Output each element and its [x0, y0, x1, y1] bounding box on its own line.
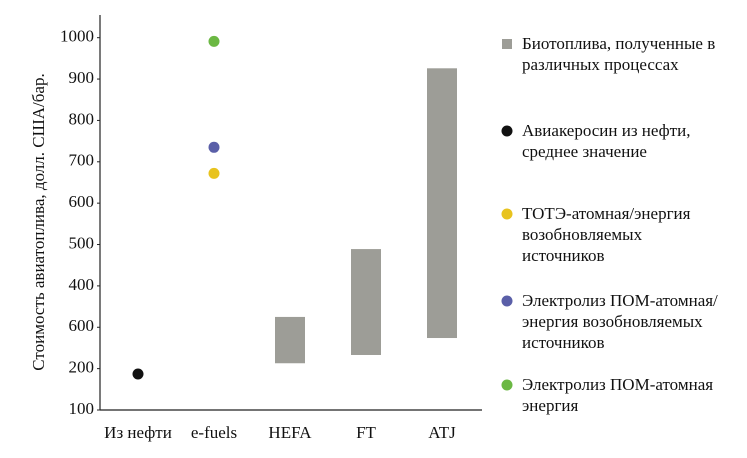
y-tick-label: 800 — [69, 109, 95, 128]
y-tick-label: 1000 — [60, 27, 94, 46]
x-tick-label: e-fuels — [191, 423, 237, 442]
range-bar — [427, 68, 457, 339]
y-tick-label: 600 — [69, 192, 95, 211]
legend-swatch — [501, 125, 513, 137]
point — [208, 167, 220, 179]
point — [208, 141, 220, 153]
legend-label: Авиакеросин из нефти, среднее значение — [522, 121, 691, 161]
x-tick-label: HEFA — [268, 423, 312, 442]
legend-swatch — [502, 39, 512, 49]
y-axis-label: Стоимость авиатоплива, долл. США/бар. — [29, 73, 48, 370]
range-bar — [351, 249, 381, 355]
legend-swatch — [501, 208, 513, 220]
legend-label: ТОТЭ-атомная/энергия возобновляемых исто… — [522, 204, 691, 265]
legend-label: Электролиз ПОМ-атомная энергия — [522, 375, 714, 415]
y-tick-label: 900 — [69, 68, 95, 87]
y-tick-label: 100 — [69, 399, 95, 418]
x-tick-label: Из нефти — [104, 423, 172, 442]
range-bar — [275, 316, 305, 364]
point — [208, 35, 220, 47]
y-tick-label: 400 — [69, 275, 95, 294]
legend-swatch — [501, 295, 513, 307]
y-tick-label: 600 — [69, 316, 95, 335]
legend-label: Биотоплива, полученные в различных проце… — [522, 34, 716, 74]
x-tick-label: FT — [356, 423, 376, 442]
y-tick-label: 500 — [69, 233, 95, 252]
y-tick-label: 700 — [69, 151, 95, 170]
point — [132, 368, 144, 380]
y-tick-label: 200 — [69, 358, 95, 377]
legend-label: Электролиз ПОМ-атомная/энергия возобновл… — [522, 291, 718, 352]
x-tick-label: ATJ — [428, 423, 456, 442]
legend-swatch — [501, 379, 513, 391]
